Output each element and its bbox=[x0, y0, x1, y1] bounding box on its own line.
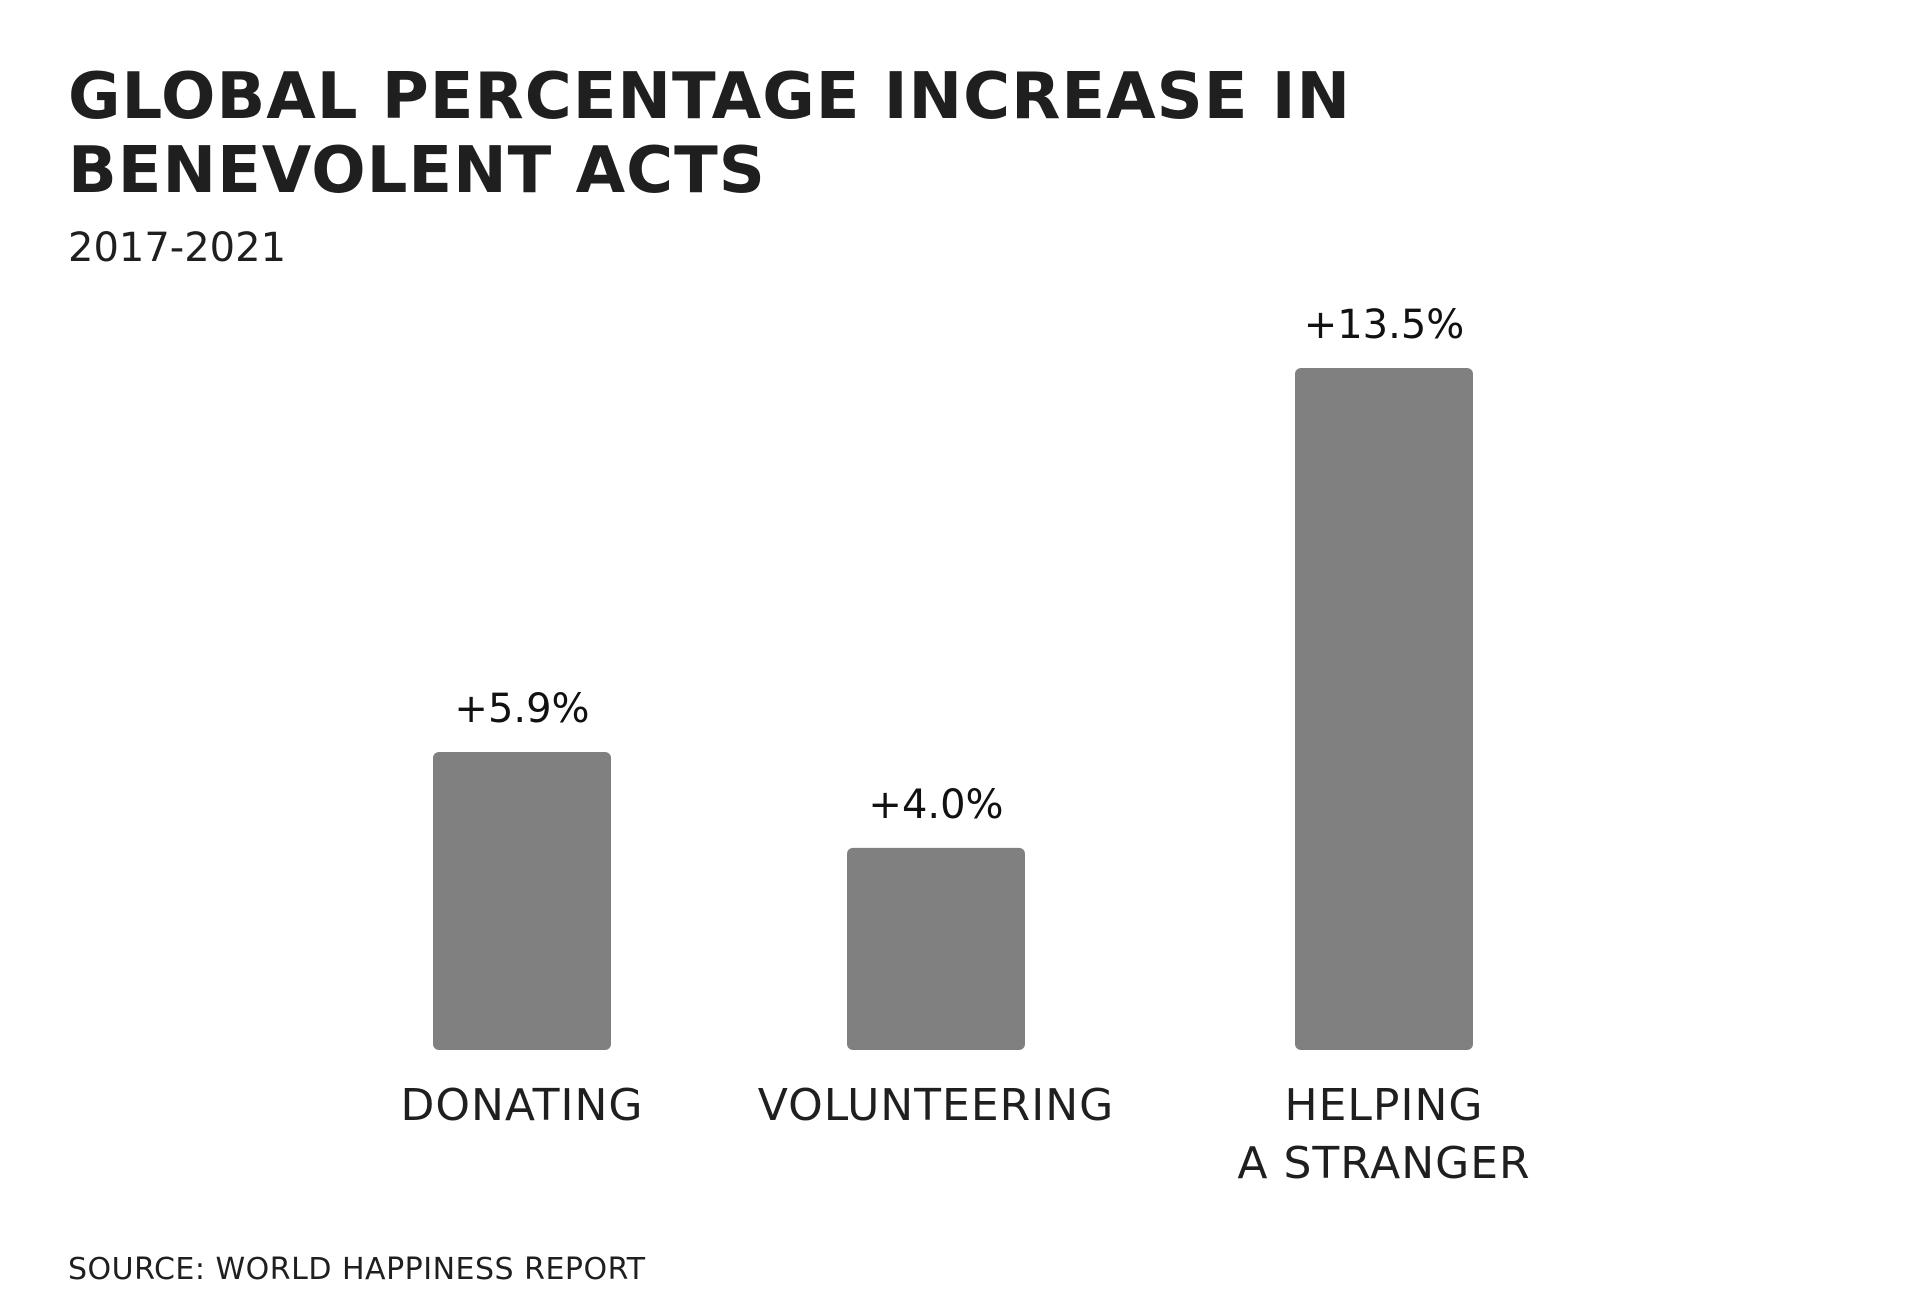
bars-group bbox=[433, 368, 1473, 1050]
category-labels-group: DONATING VOLUNTEERING HELPING A STRANGER bbox=[401, 1080, 1530, 1189]
category-label-0-line-0: DONATING bbox=[401, 1080, 644, 1131]
bar-0 bbox=[433, 751, 611, 1050]
chart-title: GLOBAL PERCENTAGE INCREASE IN BENEVOLENT… bbox=[68, 60, 1352, 208]
category-label-1-line-0: VOLUNTEERING bbox=[758, 1080, 1114, 1131]
category-label-2-line-0: HELPING bbox=[1285, 1080, 1484, 1131]
source-note: SOURCE: WORLD HAPPINESS REPORT bbox=[68, 1252, 646, 1287]
chart-subtitle: 2017-2021 bbox=[68, 225, 287, 271]
value-label-2: +13.5% bbox=[1304, 302, 1465, 348]
bar-1 bbox=[847, 847, 1025, 1050]
value-labels-group: +5.9% +4.0% +13.5% bbox=[454, 302, 1464, 828]
category-label-2-line-1: A STRANGER bbox=[1237, 1138, 1530, 1189]
value-label-0: +5.9% bbox=[454, 686, 589, 732]
bar-2 bbox=[1295, 368, 1473, 1050]
value-label-1: +4.0% bbox=[868, 782, 1003, 828]
